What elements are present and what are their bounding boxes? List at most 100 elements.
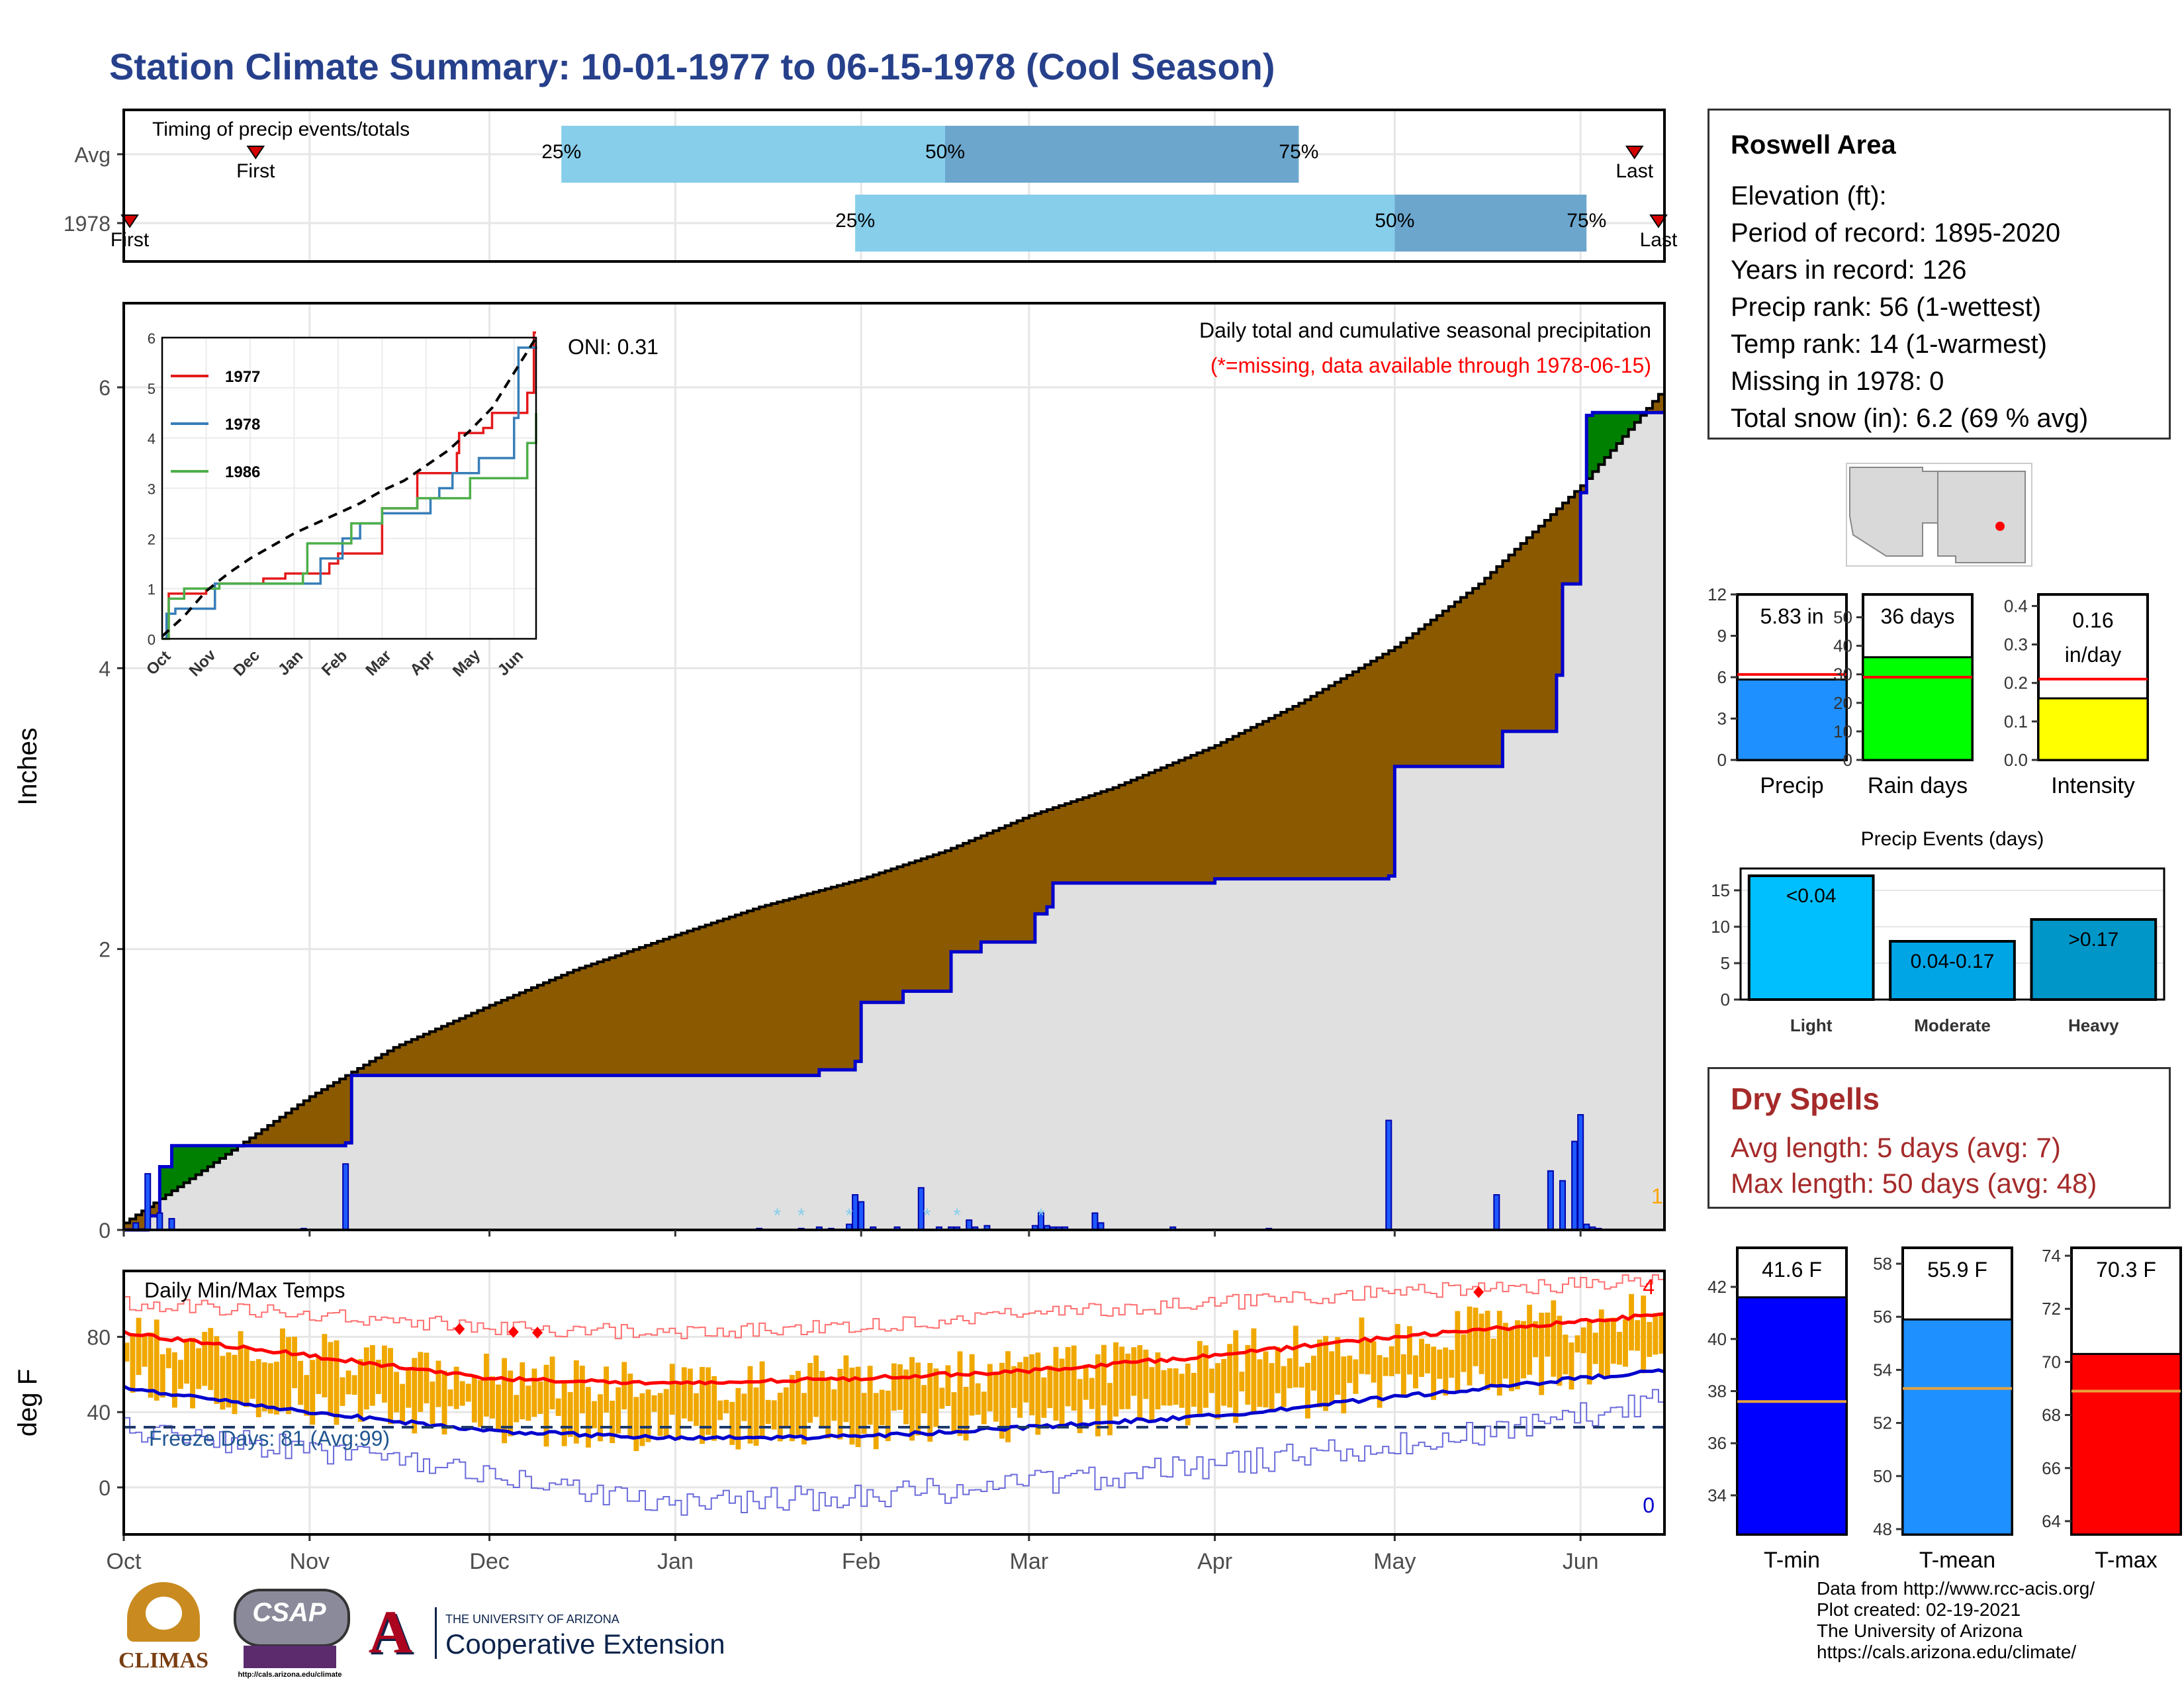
summary-y-tick-label: 0.3 xyxy=(2004,635,2028,655)
temps-daily-bar xyxy=(561,1383,567,1446)
temps-daily-bar xyxy=(1569,1342,1574,1390)
precip-deficit-segment xyxy=(363,1064,370,1076)
precip-deficit-segment xyxy=(1340,679,1347,879)
precip-deficit-segment xyxy=(657,941,664,1076)
precip-deficit-segment xyxy=(1077,799,1083,883)
precip-deficit-segment xyxy=(717,921,724,1076)
precip-chart-title: Daily total and cumulative seasonal prec… xyxy=(1199,318,1651,342)
temps-daily-bar xyxy=(412,1358,418,1434)
temps-x-tick-label: Nov xyxy=(290,1549,330,1574)
precip-deficit-segment xyxy=(1658,394,1665,413)
precip-y-tick-label: 6 xyxy=(99,376,111,400)
temps-daily-bar xyxy=(573,1360,579,1444)
precip-deficit-segment xyxy=(1197,753,1204,883)
temps-daily-bar xyxy=(1329,1351,1335,1405)
temps-daily-bar xyxy=(975,1383,981,1415)
precip-deficit-segment xyxy=(1250,727,1257,879)
temps-daily-bar xyxy=(909,1357,915,1441)
temps-daily-bar xyxy=(1341,1356,1347,1414)
summary-y-tick-label: 48 xyxy=(1873,1519,1892,1539)
temps-daily-bar xyxy=(375,1360,381,1394)
precip-deficit-segment xyxy=(615,955,622,1076)
summary-y-tick-label: 34 xyxy=(1707,1485,1727,1505)
precip-y-tick-label: 0 xyxy=(99,1219,111,1243)
temps-daily-bar xyxy=(555,1398,561,1417)
precip-deficit-segment xyxy=(345,1075,352,1143)
precip-deficit-segment xyxy=(1371,661,1377,879)
temps-daily-bar xyxy=(801,1393,807,1445)
temps-daily-bar xyxy=(1461,1334,1467,1372)
summary-y-tick-label: 3 xyxy=(1717,709,1727,729)
precip-deficit-segment xyxy=(1563,502,1569,585)
precip-deficit-segment xyxy=(867,876,874,1003)
precip-deficit-segment xyxy=(759,907,766,1076)
precip-deficit-segment xyxy=(651,943,658,1076)
temps-daily-bar xyxy=(394,1372,399,1413)
precip-deficit-segment xyxy=(285,1113,293,1146)
temps-daily-bar xyxy=(130,1334,136,1393)
timing-label-25: 25% xyxy=(835,210,875,232)
summary-y-tick-label: 0.2 xyxy=(2004,673,2028,693)
temps-daily-bar xyxy=(369,1345,375,1406)
precip-deficit-segment xyxy=(1053,808,1060,883)
temps-daily-bar xyxy=(741,1393,747,1421)
temps-daily-bar xyxy=(1449,1350,1455,1378)
precip-deficit-segment xyxy=(981,835,988,943)
temps-daily-bar xyxy=(837,1368,843,1440)
summary-y-tick-label: 42 xyxy=(1707,1277,1727,1297)
precip-surplus-segment xyxy=(201,1145,208,1171)
temps-daily-bar xyxy=(502,1358,508,1444)
precip-snow-mark: * xyxy=(774,1205,782,1227)
temps-daily-bar xyxy=(1155,1352,1161,1410)
precip-deficit-segment xyxy=(1580,485,1587,493)
precip-deficit-segment xyxy=(723,919,730,1076)
temps-daily-bar xyxy=(340,1377,345,1406)
temps-daily-bar xyxy=(700,1367,705,1444)
temps-daily-bar xyxy=(1394,1324,1400,1374)
temps-daily-bar xyxy=(406,1370,412,1408)
temps-daily-bar xyxy=(136,1317,142,1376)
temps-daily-bar xyxy=(165,1348,171,1368)
dry-spells-max: Max length: 50 days (avg: 48) xyxy=(1731,1168,2097,1199)
temps-daily-bar xyxy=(1653,1313,1659,1355)
precip-deficit-segment xyxy=(771,904,778,1076)
temps-daily-bar xyxy=(1203,1345,1208,1408)
timing-bar-q50-q75 xyxy=(1394,195,1587,252)
precip-surplus-segment xyxy=(232,1145,238,1150)
temps-daily-bar xyxy=(855,1366,861,1448)
temps-daily-bar xyxy=(1173,1368,1179,1405)
precip-surplus-segment xyxy=(183,1145,191,1183)
summary-y-tick-label: 40 xyxy=(1707,1329,1727,1349)
precip-deficit-segment xyxy=(1467,592,1473,767)
precip-snow-mark: * xyxy=(1037,1205,1045,1227)
precip-y-tick-label: 2 xyxy=(99,938,111,962)
timing-marker-first xyxy=(246,146,265,160)
temps-daily-bar xyxy=(1317,1339,1322,1408)
temps-x-tick-label: Mar xyxy=(1010,1549,1049,1574)
precip-deficit-segment xyxy=(819,890,826,1070)
precip-deficit-segment xyxy=(250,1137,256,1146)
temps-daily-bar xyxy=(1323,1336,1329,1411)
temps-daily-bar xyxy=(280,1328,285,1408)
precip-deficit-segment xyxy=(1107,789,1114,883)
precip-deficit-segment xyxy=(1161,767,1167,883)
precip-deficit-segment xyxy=(1005,825,1012,943)
precip-deficit-segment xyxy=(645,945,652,1076)
events-y-tick-label: 0 xyxy=(1721,990,1730,1009)
precip-deficit-segment xyxy=(1394,647,1402,767)
temps-daily-bar xyxy=(849,1368,855,1445)
precip-deficit-segment xyxy=(633,949,640,1076)
temps-daily-bar xyxy=(1473,1307,1479,1366)
precip-deficit-segment xyxy=(861,878,868,1003)
temps-daily-bar xyxy=(1221,1358,1227,1406)
precip-surplus-segment xyxy=(1604,412,1612,458)
summary-y-tick-label: 56 xyxy=(1873,1307,1892,1327)
inset-legend-label: 1977 xyxy=(225,368,260,386)
precip-deficit-segment xyxy=(555,977,562,1076)
precip-deficit-segment xyxy=(549,980,556,1076)
precip-deficit-segment xyxy=(825,888,832,1070)
precip-deficit-segment xyxy=(1287,709,1293,879)
temps-x-tick-label: Feb xyxy=(842,1549,881,1574)
precip-deficit-segment xyxy=(435,1029,442,1076)
